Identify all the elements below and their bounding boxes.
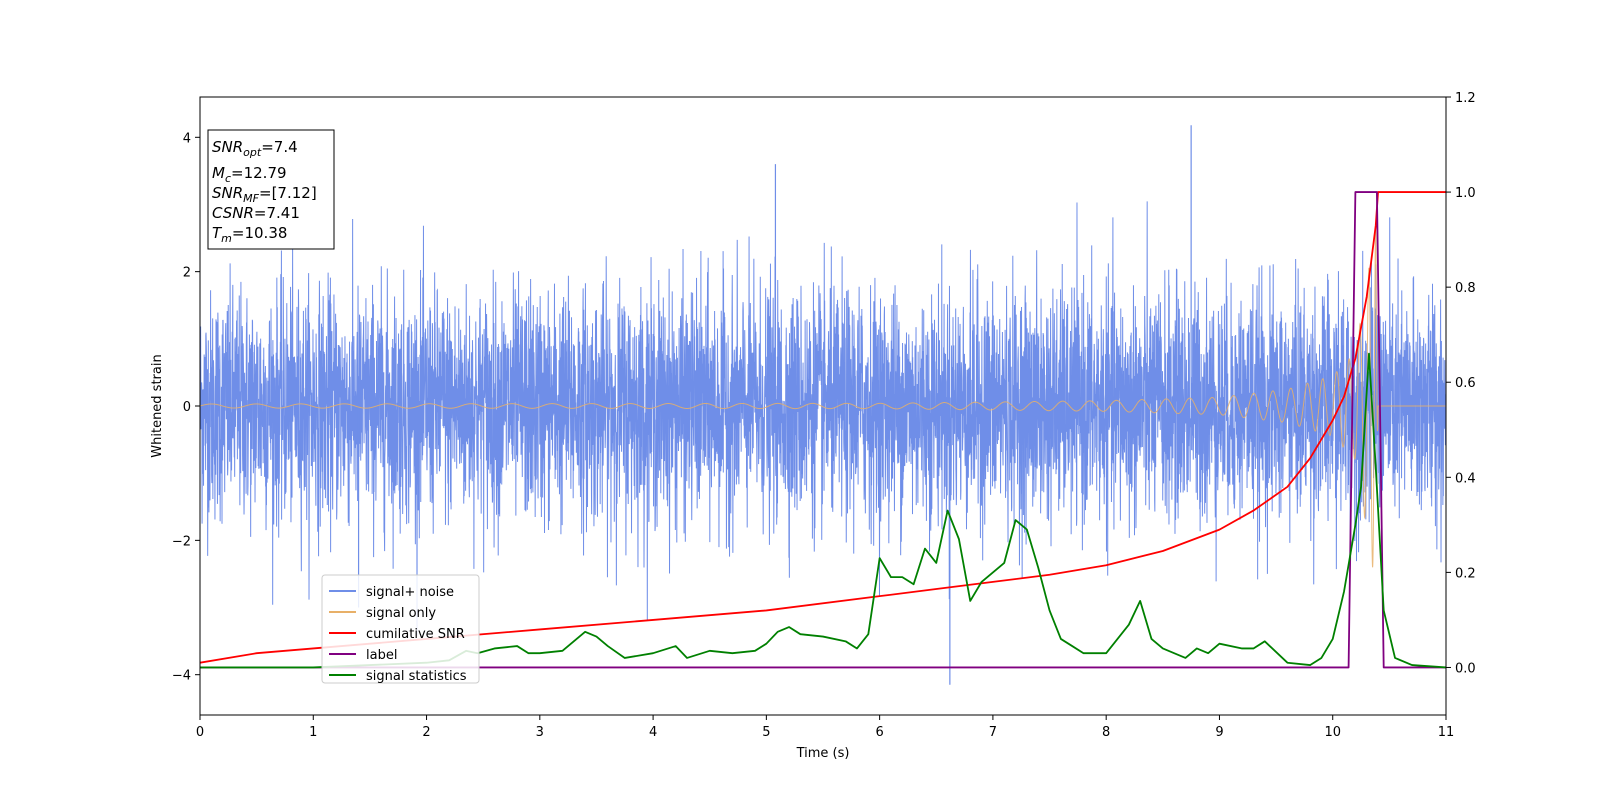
y-right-tick-label: 0.4 [1455,471,1476,486]
y-right-tick-label: 0.8 [1455,281,1476,296]
annotation-line-2: Mc=12.79 [212,164,287,185]
x-tick-label: 11 [1438,725,1455,740]
legend-label-cumilative-snr: cumilative SNR [366,627,465,642]
series-signal-noise [200,201,1446,636]
x-tick-label: 5 [762,725,770,740]
legend-frame [321,574,480,684]
annotation-line-3: SNRMF=[7.12] [212,184,317,205]
y-axis-left: −4 −2 0 2 4 [172,131,200,684]
annotation-line-5: Tm=10.38 [212,224,287,245]
annotation-line-4: CSNR=7.41 [212,204,300,222]
y-left-tick-label: 2 [183,266,191,281]
y-right-tick-label: 0.2 [1455,566,1476,581]
x-tick-label: 10 [1324,725,1341,740]
y-left-tick-label: 4 [183,131,191,146]
y-right-tick-label: 0.0 [1455,661,1476,676]
x-tick-label: 8 [1102,725,1110,740]
legend-label-signal-only: signal only [366,606,436,621]
series-layer [200,125,1446,685]
series-signal-only [200,225,1446,568]
legend: signal+ noise signal only cumilative SNR la… [321,574,480,684]
x-tick-label: 0 [196,725,204,740]
legend-label-signal-noise: signal+ noise [366,585,454,600]
series-label [200,191,1446,669]
y-right-tick-label: 1.0 [1455,186,1476,201]
legend-label-label: label [366,648,397,663]
annotation-line-1: SNRopt=7.4 [212,138,298,159]
x-tick-label: 2 [422,725,430,740]
y-right-tick-label: 1.2 [1455,91,1476,106]
y-axis-right: 0.0 0.2 0.4 0.6 0.8 1.0 1.2 [1446,91,1476,676]
y-left-tick-label: 0 [183,400,191,415]
x-tick-label: 9 [1215,725,1223,740]
x-tick-label: 6 [875,725,883,740]
x-tick-label: 3 [536,725,544,740]
y-left-tick-label: −4 [172,669,191,684]
y-axis-left-label: Whitened strain [150,354,165,457]
x-tick-label: 7 [989,725,997,740]
x-tick-label: 1 [309,725,317,740]
x-axis-label: Time (s) [796,746,850,761]
x-tick-label: 4 [649,725,657,740]
series-cumilative-snr [200,191,1446,664]
series-signal-statistics [200,352,1446,669]
annotation-frame [207,129,335,250]
legend-label-signal-statistics: signal statistics [366,669,467,684]
y-left-tick-label: −2 [172,534,191,549]
y-right-tick-label: 0.6 [1455,376,1476,391]
x-axis: 0 1 2 3 4 5 6 7 8 9 10 11 [196,715,1454,740]
